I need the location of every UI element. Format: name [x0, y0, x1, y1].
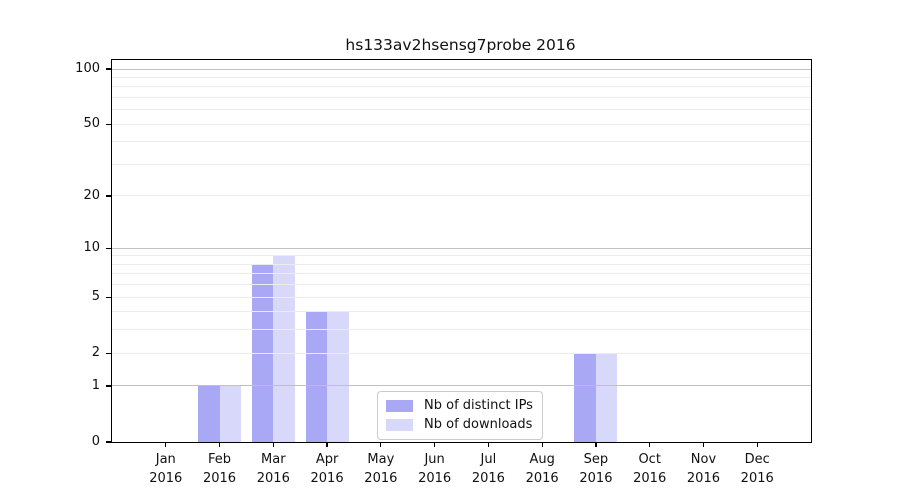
x-tick-label: Dec 2016 [740, 452, 774, 486]
gridline-minor [112, 141, 811, 143]
legend-label: Nb of downloads [424, 417, 533, 432]
plot-area: 0 1 2 5 10 20 50 100 Jan 2016 Feb 2016 Mar 2016 Apr… [75, 59, 812, 486]
bar-feb-s1 [219, 385, 242, 442]
y-tick-label: 20 [83, 187, 100, 203]
x-axis-tick [165, 442, 167, 447]
y-axis-tick [105, 123, 111, 125]
gridline-minor [112, 273, 811, 275]
y-axis-tick [105, 296, 111, 298]
gridline-minor [112, 76, 811, 78]
bar-apr-s1 [327, 311, 349, 442]
gridline-minor [112, 296, 811, 298]
x-axis-tick [756, 442, 758, 447]
chart-title: hs133av2hsensg7probe 2016 [345, 36, 576, 54]
y-axis-tick [105, 352, 111, 354]
gridline-major [112, 385, 811, 387]
x-tick-label: Oct 2016 [633, 452, 667, 486]
legend-swatch [386, 418, 413, 432]
bar-apr-s0 [305, 311, 328, 442]
gridline-minor [112, 123, 811, 125]
x-tick-label: Jun 2016 [418, 452, 452, 486]
gridline-minor [112, 263, 811, 265]
legend-label: Nb of distinct IPs [424, 398, 533, 413]
x-axis-tick [272, 442, 274, 447]
y-axis-tick [105, 247, 111, 249]
x-tick-label: Aug 2016 [525, 452, 559, 486]
x-axis-tick [218, 442, 221, 447]
legend-swatch [386, 399, 413, 413]
x-axis-tick [595, 442, 597, 447]
gridline-minor [112, 195, 811, 197]
legend-row: Nb of downloads [386, 418, 533, 432]
bar-feb-s0 [198, 385, 220, 442]
x-axis-tick [434, 442, 436, 447]
gridline-major [112, 68, 811, 70]
gridline-minor [112, 163, 811, 165]
gridline-major [112, 247, 811, 249]
y-tick-label: 2 [91, 345, 100, 361]
y-axis-tick [105, 385, 111, 387]
bar-sep-s0 [574, 353, 596, 442]
bar-mar-s1 [273, 255, 295, 442]
x-axis-tick [649, 442, 651, 447]
y-tick-label: 50 [83, 116, 100, 132]
x-tick-label: Jan 2016 [149, 452, 183, 486]
x-tick-label: Mar 2016 [256, 452, 290, 486]
y-tick-label: 1 [91, 377, 100, 393]
y-axis-tick [105, 68, 111, 70]
x-axis-tick [380, 442, 382, 447]
gridline-minor [112, 86, 811, 88]
gridline-minor [112, 96, 811, 98]
y-tick-label: 100 [75, 61, 100, 76]
gridline-minor [112, 284, 811, 286]
gridline-minor [112, 329, 811, 331]
x-tick-label: Jul 2016 [471, 452, 505, 486]
gridline-minor [112, 311, 811, 313]
gridline-minor [112, 255, 811, 257]
x-axis-tick [487, 442, 489, 447]
gridline-minor [112, 109, 811, 111]
bar-sep-s1 [595, 353, 618, 442]
y-axis-tick [105, 441, 111, 443]
legend: Nb of distinct IPs Nb of downloads [377, 391, 543, 440]
x-tick-label: Feb 2016 [202, 452, 237, 486]
y-tick-label: 0 [91, 434, 100, 449]
x-axis-tick [541, 442, 543, 447]
legend-row: Nb of distinct IPs [386, 399, 533, 413]
x-axis-tick [326, 442, 328, 447]
x-tick-label: May 2016 [364, 452, 398, 486]
x-tick-label: Nov 2016 [686, 452, 720, 486]
x-tick-label: Apr 2016 [310, 452, 344, 486]
gridline-minor [112, 352, 811, 354]
x-tick-label: Sep 2016 [579, 452, 613, 486]
y-tick-label: 5 [91, 289, 100, 305]
x-axis-tick [702, 442, 705, 447]
y-axis-tick [105, 195, 111, 197]
y-tick-label: 10 [83, 240, 100, 256]
